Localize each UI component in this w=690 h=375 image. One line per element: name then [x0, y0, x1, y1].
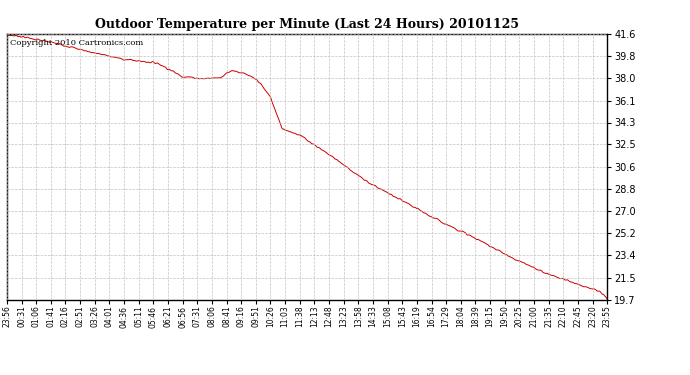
Text: Copyright 2010 Cartronics.com: Copyright 2010 Cartronics.com — [10, 39, 143, 47]
Title: Outdoor Temperature per Minute (Last 24 Hours) 20101125: Outdoor Temperature per Minute (Last 24 … — [95, 18, 519, 31]
